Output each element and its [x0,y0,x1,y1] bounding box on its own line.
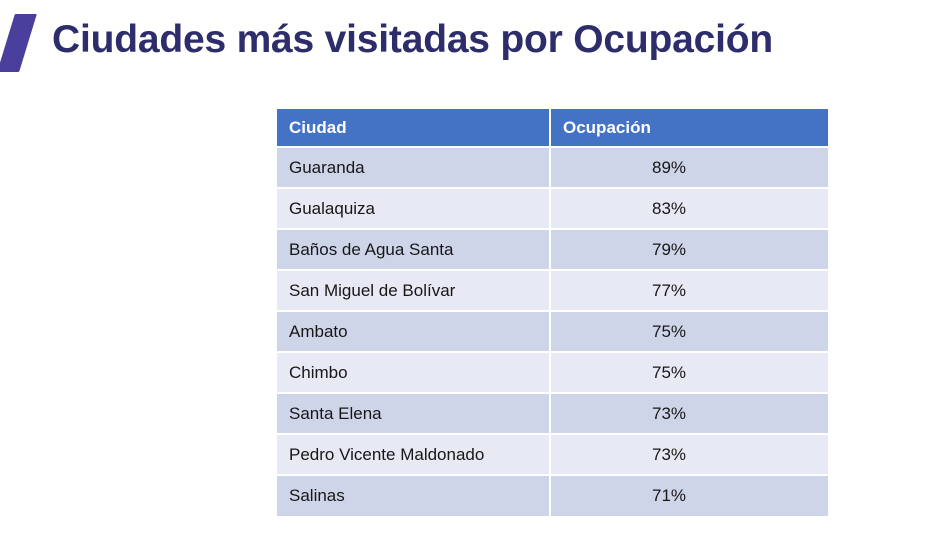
table-header-row: Ciudad Ocupación [277,109,828,148]
table-header: Ciudad Ocupación [277,109,828,148]
cell-occupancy: 73% [550,393,828,435]
cell-occupancy: 75% [550,311,828,353]
table-row: Baños de Agua Santa 79% [277,229,828,271]
table-row: San Miguel de Bolívar 77% [277,270,828,312]
slide-header: Ciudades más visitadas por Ocupación [0,10,928,76]
cell-city: Pedro Vicente Maldonado [277,434,551,476]
cell-city: Santa Elena [277,393,551,435]
table-row: Chimbo 75% [277,352,828,394]
cell-occupancy: 89% [550,147,828,189]
column-header-ocupacion: Ocupación [550,109,828,148]
cell-city: Chimbo [277,352,551,394]
cell-city: Gualaquiza [277,188,551,230]
cell-occupancy: 77% [550,270,828,312]
table-row: Ambato 75% [277,311,828,353]
occupancy-table-container: Ciudad Ocupación Guaranda 89% Gualaquiza… [277,109,828,516]
cell-occupancy: 79% [550,229,828,271]
cell-occupancy: 83% [550,188,828,230]
cell-city: Ambato [277,311,551,353]
cell-city: Baños de Agua Santa [277,229,551,271]
page-title: Ciudades más visitadas por Ocupación [52,18,774,61]
column-header-ciudad: Ciudad [277,109,551,148]
table-row: Santa Elena 73% [277,393,828,435]
cell-city: San Miguel de Bolívar [277,270,551,312]
cell-city: Guaranda [277,147,551,189]
table-row: Salinas 71% [277,475,828,516]
table-row: Gualaquiza 83% [277,188,828,230]
occupancy-table: Ciudad Ocupación Guaranda 89% Gualaquiza… [277,109,828,516]
table-body: Guaranda 89% Gualaquiza 83% Baños de Agu… [277,147,828,516]
table-row: Pedro Vicente Maldonado 73% [277,434,828,476]
cell-city: Salinas [277,475,551,516]
slash-accent-icon [0,14,37,72]
cell-occupancy: 73% [550,434,828,476]
table-row: Guaranda 89% [277,147,828,189]
cell-occupancy: 71% [550,475,828,516]
cell-occupancy: 75% [550,352,828,394]
